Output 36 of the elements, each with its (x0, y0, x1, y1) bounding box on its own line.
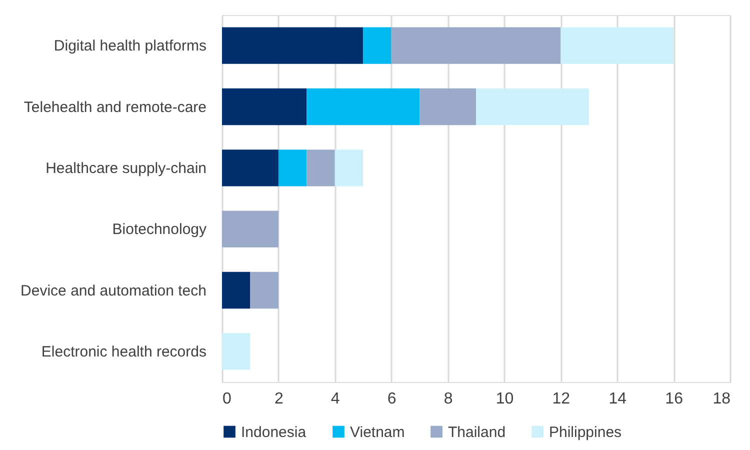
bar (363, 27, 392, 64)
bar (306, 150, 335, 186)
bar (222, 150, 278, 186)
legend-label: Vietnam (350, 424, 405, 441)
bar (222, 88, 307, 126)
bar (250, 272, 278, 309)
x-tick-label: 4 (330, 390, 340, 408)
bar (560, 27, 674, 64)
legend-label: Philippines (549, 424, 622, 441)
y-tick-label: Biotechnology (112, 221, 207, 238)
bar (278, 150, 307, 186)
bar (420, 88, 476, 126)
x-tick-label: 6 (387, 390, 396, 408)
y-tick-label: Healthcare supply-chain (46, 160, 206, 177)
bar (476, 88, 589, 126)
x-tick-label: 12 (552, 390, 570, 408)
bar (222, 272, 250, 309)
x-tick-label: 8 (444, 390, 453, 408)
bar (306, 88, 420, 126)
y-tick-label: Device and automation tech (20, 282, 206, 300)
bar (334, 150, 364, 186)
x-tick-label: 16 (665, 390, 684, 408)
x-tick-label: 10 (496, 390, 514, 408)
bar (391, 27, 561, 64)
bar (222, 27, 364, 64)
y-tick-label: Telehealth and remote-care (24, 98, 206, 116)
y-tick-label: Digital health platforms (54, 38, 206, 55)
legend-label: Indonesia (241, 424, 307, 441)
x-tick-label: 14 (608, 390, 627, 408)
bar (222, 333, 250, 370)
legend-label: Thailand (448, 424, 506, 441)
bar (222, 210, 278, 248)
x-tick-label: 18 (712, 390, 731, 408)
x-tick-label: 0 (222, 390, 232, 408)
x-tick-label: 2 (274, 390, 284, 408)
y-tick-label: Electronic health records (41, 343, 206, 360)
